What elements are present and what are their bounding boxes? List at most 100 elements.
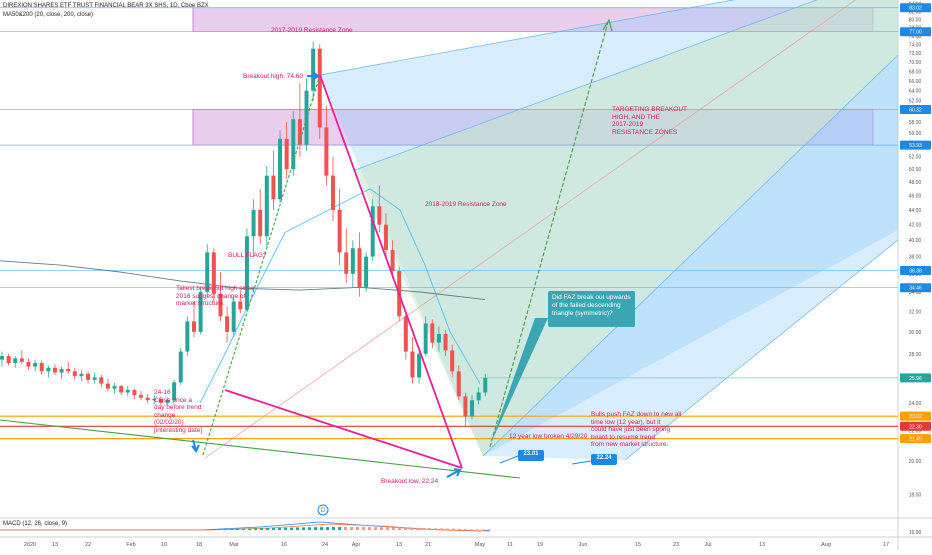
- candle[interactable]: [0, 351, 4, 367]
- candle[interactable]: [317, 44, 322, 139]
- candle[interactable]: [132, 388, 137, 399]
- ma-indicator-label: MA50&200 (20, close, 200, close): [3, 12, 94, 18]
- macd-hist-bar: [338, 527, 341, 530]
- candle[interactable]: [390, 240, 395, 279]
- candle[interactable]: [403, 311, 408, 360]
- candle[interactable]: [324, 105, 329, 186]
- candle[interactable]: [119, 384, 124, 396]
- candle[interactable]: [185, 316, 190, 357]
- candle[interactable]: [125, 386, 130, 397]
- candle[interactable]: [99, 374, 104, 388]
- candle[interactable]: [6, 353, 11, 366]
- callout-pointer: [490, 318, 548, 445]
- candle[interactable]: [191, 301, 196, 338]
- candle[interactable]: [172, 379, 177, 402]
- price-tag-box: [900, 265, 931, 275]
- candle[interactable]: [198, 287, 203, 334]
- candle-body: [311, 48, 316, 91]
- candle[interactable]: [86, 371, 91, 384]
- candle[interactable]: [430, 319, 435, 349]
- candle[interactable]: [158, 396, 163, 406]
- candle[interactable]: [436, 326, 441, 352]
- candle[interactable]: [19, 350, 24, 365]
- candle[interactable]: [258, 188, 263, 245]
- candle[interactable]: [46, 365, 51, 378]
- candle[interactable]: [145, 393, 150, 403]
- price-tag: 77.00: [900, 27, 931, 37]
- event-marker-icon[interactable]: [317, 504, 329, 516]
- candle[interactable]: [364, 252, 369, 292]
- macd-hist-bar: [212, 529, 215, 530]
- candle[interactable]: [66, 361, 71, 374]
- candle[interactable]: [59, 366, 64, 379]
- candle[interactable]: [297, 83, 302, 157]
- candle-body: [364, 256, 369, 288]
- y-tick-label: 18.00: [909, 492, 922, 498]
- macd-hist-bar: [248, 528, 251, 530]
- candle[interactable]: [370, 199, 375, 261]
- candle-body: [423, 323, 428, 354]
- candle[interactable]: [244, 228, 249, 312]
- candle[interactable]: [278, 130, 283, 203]
- candle[interactable]: [165, 397, 170, 406]
- candle[interactable]: [112, 382, 117, 394]
- candle[interactable]: [238, 290, 243, 314]
- candle[interactable]: [152, 395, 157, 405]
- candle-body: [231, 301, 236, 332]
- candle-body: [383, 224, 388, 250]
- candle-body: [13, 358, 18, 364]
- candle[interactable]: [231, 296, 236, 338]
- price-tag: 25.96: [900, 373, 931, 383]
- candle[interactable]: [271, 150, 276, 210]
- candle[interactable]: [456, 365, 461, 401]
- candle[interactable]: [26, 358, 31, 371]
- candle[interactable]: [344, 228, 349, 283]
- badge-22-24-text: 22.24: [596, 455, 612, 461]
- candle[interactable]: [357, 232, 362, 297]
- candle[interactable]: [13, 356, 18, 368]
- candle[interactable]: [383, 213, 388, 257]
- candle[interactable]: [139, 391, 144, 401]
- candle[interactable]: [79, 370, 84, 382]
- candle[interactable]: [423, 316, 428, 357]
- candle[interactable]: [350, 240, 355, 288]
- candle[interactable]: [443, 329, 448, 357]
- candle[interactable]: [105, 378, 110, 392]
- candle[interactable]: [205, 244, 210, 297]
- candle[interactable]: [410, 337, 415, 384]
- candle[interactable]: [39, 360, 44, 375]
- candle[interactable]: [33, 359, 38, 372]
- candle[interactable]: [450, 344, 455, 378]
- candle[interactable]: [463, 392, 468, 428]
- candle[interactable]: [52, 364, 57, 375]
- candle[interactable]: [225, 306, 230, 343]
- candle[interactable]: [218, 272, 223, 322]
- y-tick-label: 62.00: [909, 99, 922, 105]
- candle[interactable]: [483, 373, 488, 397]
- y-tick-label: 32.00: [909, 309, 922, 315]
- candle[interactable]: [331, 156, 335, 221]
- candle[interactable]: [178, 348, 183, 385]
- x-tick-label: Apr: [352, 542, 361, 548]
- candle[interactable]: [92, 372, 97, 384]
- macd-hist-bar: [464, 529, 467, 530]
- candle[interactable]: [284, 121, 289, 179]
- candle-body: [357, 248, 362, 288]
- candle[interactable]: [291, 111, 296, 176]
- candle[interactable]: [337, 188, 342, 266]
- candle[interactable]: [264, 166, 269, 249]
- candle-body: [198, 291, 203, 332]
- candle[interactable]: [72, 367, 77, 380]
- candle[interactable]: [311, 41, 316, 101]
- candle-body: [132, 389, 137, 396]
- candle[interactable]: [251, 199, 256, 257]
- x-tick-label: 24: [322, 542, 328, 548]
- candle[interactable]: [470, 395, 475, 420]
- macd-hist-bar: [356, 527, 359, 530]
- candle[interactable]: [417, 348, 422, 384]
- candle[interactable]: [377, 185, 382, 233]
- candle[interactable]: [476, 387, 481, 405]
- candle[interactable]: [211, 248, 216, 302]
